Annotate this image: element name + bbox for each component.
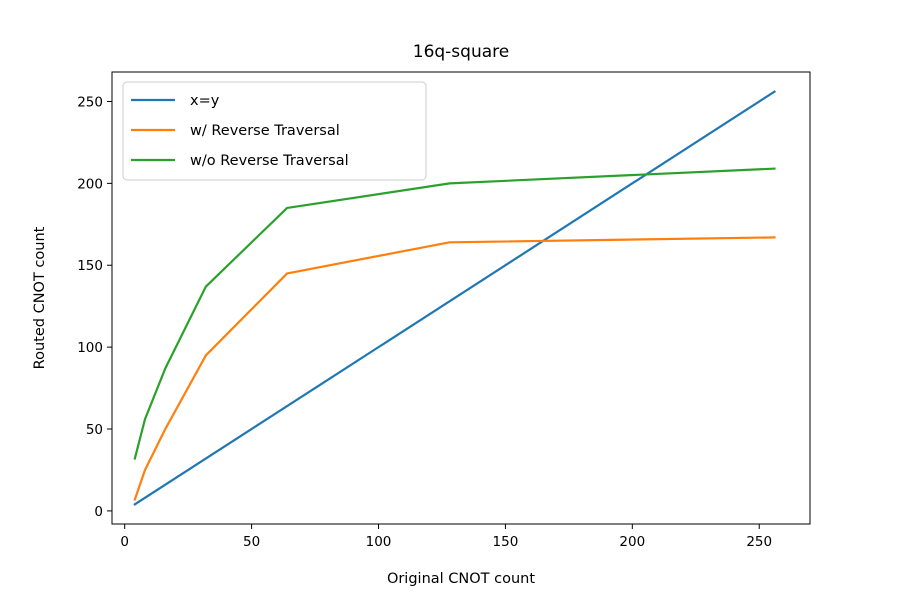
legend: x=y w/ Reverse Traversal w/o Reverse Trave… bbox=[122, 81, 427, 181]
series-lines bbox=[133, 90, 776, 506]
y-tick-label: 100 bbox=[77, 340, 103, 356]
legend-box bbox=[122, 81, 427, 181]
legend-label: w/ Reverse Traversal bbox=[190, 123, 340, 139]
y-tick-label: 200 bbox=[77, 176, 103, 192]
series-line-1 bbox=[133, 236, 776, 501]
x-tick-label: 250 bbox=[746, 534, 772, 550]
x-tick-label: 150 bbox=[493, 534, 519, 550]
legend-label: w/o Reverse Traversal bbox=[190, 153, 349, 169]
x-tick-label: 200 bbox=[619, 534, 645, 550]
series-line-2 bbox=[133, 167, 776, 460]
axes bbox=[111, 71, 811, 525]
y-tick-label: 0 bbox=[94, 504, 103, 520]
plot-frame bbox=[111, 71, 811, 525]
x-tick-label: 50 bbox=[243, 534, 260, 550]
x-tick-label: 100 bbox=[366, 534, 392, 550]
ticks: 0 50 100 150 200 250 0 50 100 150 200 250 bbox=[77, 94, 772, 550]
y-tick-label: 150 bbox=[77, 258, 103, 274]
y-tick-label: 50 bbox=[86, 422, 103, 438]
legend-label: x=y bbox=[190, 93, 220, 109]
x-axis-label: Original CNOT count bbox=[387, 571, 535, 587]
x-tick-label: 0 bbox=[120, 534, 129, 550]
series-line-0 bbox=[133, 90, 776, 506]
y-axis-label: Routed CNOT count bbox=[32, 226, 48, 369]
chart-title: 16q-square bbox=[413, 42, 509, 62]
y-tick-label: 250 bbox=[77, 94, 103, 110]
